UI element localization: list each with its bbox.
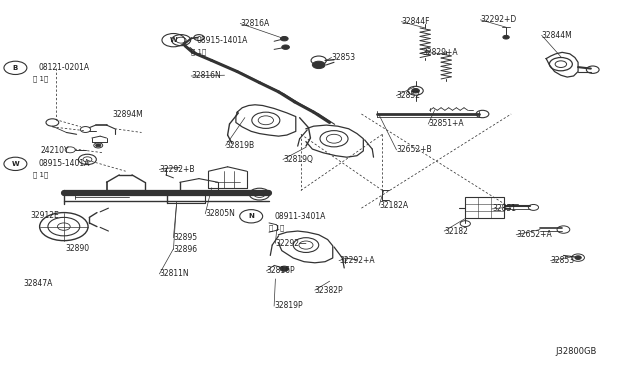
- Text: 〈 1〉: 〈 1〉: [33, 76, 49, 82]
- Text: 32896: 32896: [173, 245, 198, 254]
- Text: 08911-3401A: 08911-3401A: [274, 212, 326, 221]
- Text: 32847A: 32847A: [24, 279, 53, 288]
- Text: 32816A: 32816A: [241, 19, 269, 28]
- Text: 08121-0201A: 08121-0201A: [38, 63, 90, 72]
- Text: 32890: 32890: [65, 244, 89, 253]
- Text: 32292—: 32292—: [275, 239, 307, 248]
- Text: 32912E: 32912E: [30, 211, 59, 220]
- Text: 32852: 32852: [396, 91, 420, 100]
- Text: J32800GB: J32800GB: [556, 347, 597, 356]
- Circle shape: [280, 36, 288, 41]
- Text: 32853: 32853: [550, 256, 575, 265]
- Text: 〈 1〉: 〈 1〉: [191, 48, 206, 55]
- Text: 32292+B: 32292+B: [159, 165, 195, 174]
- Text: 32182A: 32182A: [380, 201, 408, 210]
- Text: 32894M: 32894M: [113, 109, 143, 119]
- Circle shape: [575, 256, 581, 260]
- Circle shape: [282, 45, 289, 49]
- Text: 32844F: 32844F: [401, 17, 430, 26]
- Text: 32851+A: 32851+A: [428, 119, 464, 128]
- Text: 08915-1401A: 08915-1401A: [38, 159, 90, 169]
- Circle shape: [280, 266, 289, 271]
- Text: 32853: 32853: [332, 53, 356, 62]
- Text: 32292+A: 32292+A: [339, 256, 375, 265]
- Circle shape: [312, 61, 325, 68]
- Circle shape: [412, 89, 419, 93]
- Text: W: W: [12, 161, 19, 167]
- Text: B: B: [13, 65, 18, 71]
- Text: 32382P: 32382P: [315, 286, 344, 295]
- Text: 32819P: 32819P: [274, 301, 303, 311]
- Text: W: W: [170, 37, 177, 43]
- Circle shape: [503, 35, 509, 39]
- Text: 32895: 32895: [173, 233, 198, 242]
- Text: 32652+B: 32652+B: [396, 145, 432, 154]
- Text: 32844M: 32844M: [541, 31, 573, 40]
- Text: 24210Y: 24210Y: [41, 147, 70, 155]
- Text: 32805N: 32805N: [205, 209, 235, 218]
- Text: 32811N: 32811N: [159, 269, 189, 278]
- Text: 32652+A: 32652+A: [516, 230, 552, 239]
- Text: 32816P: 32816P: [266, 266, 295, 275]
- Text: 32829+A: 32829+A: [422, 48, 458, 57]
- Text: 32816N: 32816N: [191, 71, 221, 80]
- Text: 32819Q: 32819Q: [283, 155, 313, 164]
- Text: 〈 1〉: 〈 1〉: [33, 171, 49, 178]
- Circle shape: [96, 144, 100, 147]
- Text: 32851: 32851: [492, 204, 516, 214]
- Text: 08915-1401A: 08915-1401A: [196, 36, 248, 45]
- FancyBboxPatch shape: [465, 197, 504, 218]
- Text: 32292+D: 32292+D: [481, 15, 517, 24]
- Text: 〈 1〉: 〈 1〉: [269, 224, 284, 231]
- Text: 32819B: 32819B: [226, 141, 255, 150]
- Text: 32182: 32182: [444, 227, 468, 235]
- Text: N: N: [248, 213, 254, 219]
